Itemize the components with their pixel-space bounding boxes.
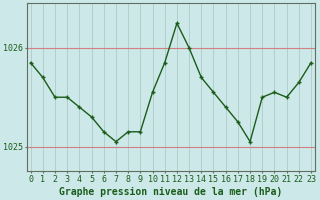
X-axis label: Graphe pression niveau de la mer (hPa): Graphe pression niveau de la mer (hPa) bbox=[59, 186, 283, 197]
